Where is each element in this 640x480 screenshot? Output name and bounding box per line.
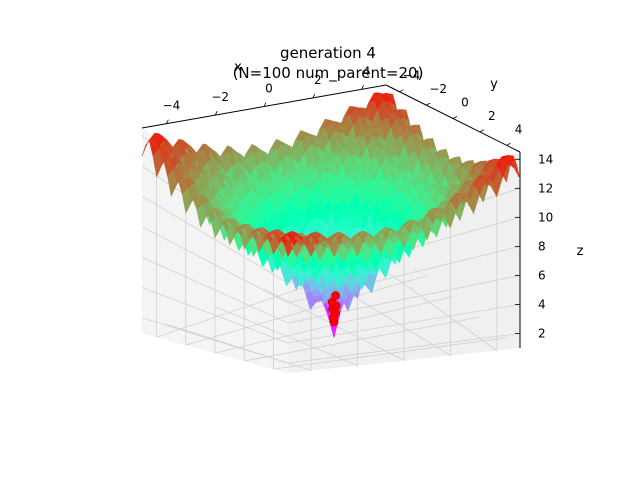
x-tick-mark [214, 110, 218, 116]
y-tick-label: 0 [461, 96, 469, 110]
grid-line [287, 333, 521, 364]
x-axis-label: x [234, 60, 242, 75]
x-tick-mark [361, 85, 364, 90]
grid-line [287, 304, 521, 344]
x-tick-label: 0 [265, 82, 273, 96]
population-points [327, 291, 341, 327]
y-tick-mark [426, 102, 431, 106]
grid-line [141, 287, 289, 344]
y-tick-mark [479, 129, 484, 133]
z-tick-label: 4 [538, 297, 546, 311]
z-tick-label: 14 [538, 152, 553, 166]
x-tick-label: −4 [163, 99, 181, 113]
grid-line [141, 256, 289, 324]
y-tick-label: −4 [403, 69, 421, 83]
x-tick-label: −2 [211, 90, 229, 104]
z-tick-label: 12 [538, 181, 553, 195]
y-tick-label: −2 [429, 82, 447, 96]
x-tick-label: 2 [314, 73, 322, 87]
grid-line [273, 337, 507, 370]
y-tick-label: 4 [515, 122, 523, 136]
z-tick-label: 8 [538, 239, 546, 253]
x-tick-mark [166, 119, 169, 124]
population-point [331, 291, 340, 300]
chart-title-line1: generation 4 [280, 44, 376, 62]
grid-line [244, 316, 480, 362]
y-tick-labels: −4 −2 0 2 4 [399, 69, 522, 146]
z-tick-labels: 2 4 6 8 10 12 14 [515, 152, 553, 341]
y-tick-mark [506, 142, 511, 146]
z-tick-label: 6 [538, 268, 546, 282]
y-tick-label: 2 [488, 109, 496, 123]
x-tick-mark [263, 102, 267, 107]
y-axis-label: y [490, 77, 498, 92]
z-axis-label: z [577, 244, 584, 259]
y-tick-mark [452, 116, 458, 119]
grid-line [141, 226, 289, 304]
grid-line [185, 275, 427, 346]
z-tick-label: 2 [538, 327, 546, 341]
chart-title-line2: (N=100 num_parent=20) [233, 64, 424, 83]
z-tick-label: 10 [538, 210, 553, 224]
x-tick-label: 4 [363, 64, 371, 78]
surface-patch [510, 159, 521, 180]
grid-line [141, 195, 289, 284]
grid-line [287, 275, 521, 324]
y-tick-mark [399, 89, 404, 93]
x-tick-labels: −4 −2 0 2 4 [163, 64, 371, 124]
x-tick-mark [312, 93, 316, 99]
